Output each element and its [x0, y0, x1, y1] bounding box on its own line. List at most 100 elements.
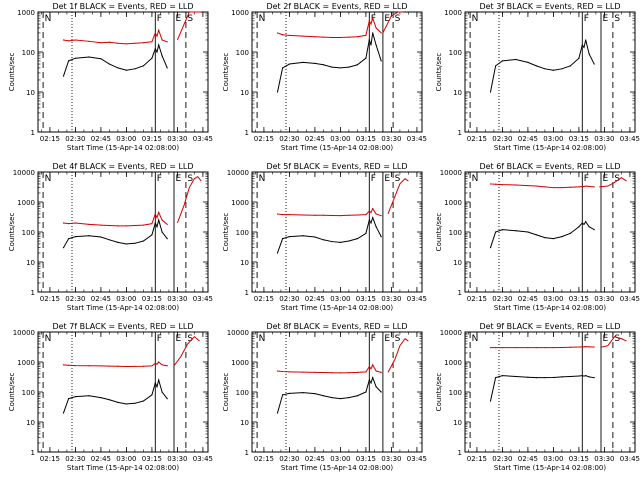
- marker-label: S: [395, 14, 401, 24]
- data-point-events: [154, 48, 156, 50]
- x-tick-label: 02:30: [65, 295, 85, 303]
- data-point-events: [156, 51, 158, 53]
- data-point-events: [161, 391, 163, 393]
- data-point-events: [62, 247, 65, 249]
- data-point-lld: [161, 219, 163, 221]
- panel-title: Det 7f BLACK = Events, RED = LLD: [52, 322, 193, 331]
- x-tick-label: 02:45: [305, 455, 325, 463]
- marker-label: F: [584, 334, 589, 344]
- data-point-lld: [158, 361, 160, 363]
- data-point-events: [356, 238, 358, 240]
- y-tick-label: 1: [31, 289, 35, 297]
- y-tick-label: 1: [245, 129, 249, 137]
- data-point-lld: [125, 43, 127, 45]
- panel-title: Det 5f BLACK = Events, RED = LLD: [266, 162, 407, 171]
- data-point-lld: [108, 224, 110, 227]
- data-point-lld: [585, 346, 587, 348]
- data-point-events: [375, 386, 377, 388]
- data-point-lld: [151, 223, 153, 225]
- data-point-events: [288, 236, 290, 238]
- x-tick-label: 02:45: [91, 455, 111, 463]
- data-point-lld: [166, 365, 168, 367]
- data-point-lld: [134, 365, 136, 367]
- data-point-events: [62, 75, 65, 77]
- y-tick-label: 10: [240, 89, 249, 97]
- data-point-lld: [158, 29, 160, 31]
- data-point-events: [339, 241, 341, 244]
- data-point-events: [365, 57, 367, 59]
- x-tick-label: 03:30: [381, 135, 401, 143]
- data-point-events: [134, 242, 136, 244]
- marker-label: E: [603, 174, 609, 184]
- data-point-events: [156, 386, 158, 388]
- data-point-events: [108, 399, 110, 401]
- x-tick-label: 03:15: [569, 295, 589, 303]
- data-point-events: [142, 240, 144, 242]
- data-point-lld: [593, 346, 595, 348]
- x-tick-label: 02:30: [492, 295, 512, 303]
- data-point-lld: [569, 346, 572, 348]
- series-line-lld: [63, 28, 168, 45]
- y-tick-label: 100: [236, 229, 249, 237]
- series-line-lld-flare: [387, 178, 409, 215]
- y-tick-label: 10: [26, 259, 35, 267]
- x-tick-label: 02:45: [518, 135, 538, 143]
- x-tick-label: 02:30: [65, 135, 85, 143]
- marker-label: S: [614, 334, 620, 344]
- data-point-lld: [125, 225, 127, 227]
- data-point-lld: [585, 185, 587, 187]
- data-point-events: [588, 226, 590, 228]
- data-point-lld: [527, 185, 529, 187]
- data-point-events: [74, 236, 76, 238]
- data-point-events: [501, 60, 503, 62]
- plot-frame: [464, 11, 636, 133]
- data-point-events: [322, 239, 324, 241]
- x-tick-label: 02:15: [254, 135, 274, 143]
- data-point-lld: [134, 224, 136, 227]
- y-tick-label: 10: [453, 89, 462, 97]
- data-point-lld: [151, 365, 153, 367]
- data-point-lld: [348, 372, 350, 374]
- y-tick-label: 100: [236, 389, 249, 397]
- x-tick-label: 02:45: [305, 135, 325, 143]
- detector-panel-7: Det 7f BLACK = Events, RED = LLD 1 10 100 10…: [8, 322, 213, 472]
- x-axis-label: Start Time (15-Apr-14 02:08:00): [281, 144, 393, 152]
- plot-frame: [464, 331, 636, 453]
- x-tick-label: 02:15: [467, 135, 487, 143]
- y-tick-label: 1000: [444, 199, 462, 207]
- x-tick-label: 03:00: [116, 455, 136, 463]
- data-point-events: [583, 46, 585, 49]
- data-point-events: [161, 55, 163, 57]
- data-point-lld: [282, 370, 284, 373]
- data-point-lld: [154, 32, 156, 34]
- data-point-lld: [125, 365, 127, 368]
- detector-panel-6: Det 6f BLACK = Events, RED = LLD 1 10 100 10…: [435, 162, 640, 312]
- x-axis-label: Start Time (15-Apr-14 02:08:00): [494, 144, 606, 152]
- data-point-events: [331, 240, 333, 243]
- data-point-lld: [501, 347, 503, 349]
- data-point-events: [276, 412, 279, 414]
- data-point-lld: [314, 214, 316, 216]
- data-point-events: [282, 238, 284, 240]
- data-point-events: [375, 226, 377, 228]
- panel-title: Det 9f BLACK = Events, RED = LLD: [479, 322, 620, 331]
- data-point-lld: [495, 183, 497, 185]
- data-point-lld: [276, 213, 279, 215]
- y-tick-label: 1000: [444, 359, 462, 367]
- data-point-events: [348, 397, 350, 399]
- data-point-lld: [544, 347, 546, 349]
- data-point-events: [108, 239, 110, 241]
- data-point-lld: [370, 211, 372, 214]
- data-point-events: [501, 229, 503, 231]
- data-point-events: [117, 67, 119, 69]
- x-axis-label: Start Time (15-Apr-14 02:08:00): [281, 464, 393, 472]
- data-point-lld: [288, 371, 290, 373]
- marker-label: E: [603, 334, 609, 344]
- data-point-lld: [166, 41, 168, 43]
- data-point-lld: [489, 347, 492, 349]
- y-tick-label: 1: [31, 129, 35, 137]
- data-point-events: [151, 394, 153, 396]
- data-point-events: [166, 238, 168, 240]
- data-point-events: [561, 236, 563, 238]
- data-point-events: [158, 219, 160, 221]
